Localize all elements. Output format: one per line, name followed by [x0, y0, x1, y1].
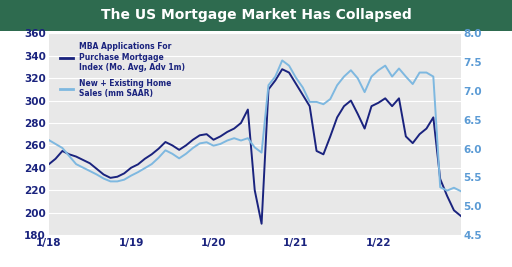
Text: The US Mortgage Market Has Collapsed: The US Mortgage Market Has Collapsed	[101, 8, 411, 22]
Legend: MBA Applications For
Purchase Mortgage
Index (Mo. Avg, Adv 1m), New + Existing H: MBA Applications For Purchase Mortgage I…	[57, 39, 188, 101]
